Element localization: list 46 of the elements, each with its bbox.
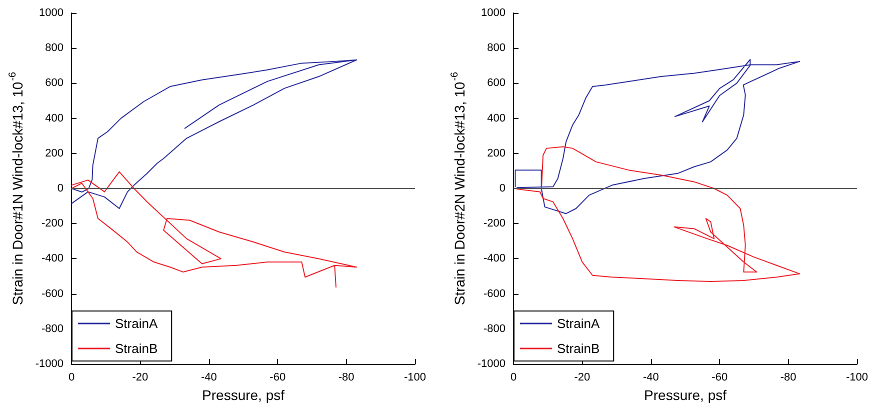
x-tick-label: -60 [270, 372, 286, 384]
y-tick-label: 600 [45, 77, 64, 90]
legend-label: StrainB [115, 341, 158, 356]
y-tick-label: -800 [484, 322, 506, 335]
x-tick-label: -100 [404, 372, 426, 384]
x-axis-title: Pressure, psf [202, 387, 285, 403]
y-axis-title: Strain in Door#1N Wind-lock#13, 10-6 [8, 71, 26, 306]
x-tick-label: -80 [780, 372, 796, 384]
y-tick-label: 200 [45, 147, 64, 160]
y-tick-label: -400 [42, 252, 64, 265]
y-tick-label: 200 [487, 147, 506, 160]
y-tick-label: 400 [45, 112, 64, 124]
y-tick-label: -1000 [35, 358, 64, 370]
y-tick-label: 0 [57, 182, 64, 194]
y-tick-label: 0 [499, 182, 506, 194]
x-tick-label: 0 [510, 372, 517, 384]
y-tick-label: -600 [42, 288, 64, 300]
line-series [516, 146, 800, 282]
x-tick-label: -40 [200, 372, 217, 384]
y-tick-label: -600 [484, 288, 506, 300]
line-series [71, 171, 358, 288]
y-tick-label: 1000 [39, 7, 64, 19]
y-tick-label: 400 [487, 112, 506, 124]
x-tick-label: -100 [846, 372, 868, 384]
y-axis-title: Strain in Door#2N Wind-lock#13, 10-6 [450, 71, 468, 306]
x-tick-label: -20 [132, 372, 148, 384]
y-tick-label: -400 [484, 252, 506, 265]
x-tick-label: -40 [642, 372, 659, 384]
y-tick-label: -800 [42, 322, 64, 335]
y-tick-label: -200 [484, 218, 506, 230]
y-tick-label: 600 [487, 77, 506, 90]
legend-label: StrainB [557, 341, 600, 356]
legend-label: StrainA [115, 316, 158, 331]
y-tick-label: -200 [42, 218, 64, 230]
x-axis-title: Pressure, psf [644, 387, 727, 403]
y-tick-label: 800 [487, 42, 506, 54]
line-series [514, 59, 800, 214]
legend-label: StrainA [557, 316, 600, 331]
x-tick-label: -60 [712, 372, 728, 384]
y-tick-label: 800 [45, 42, 64, 54]
line-series [71, 59, 358, 210]
x-tick-label: -20 [574, 372, 590, 384]
y-tick-label: 1000 [481, 7, 506, 19]
x-tick-label: 0 [68, 372, 75, 384]
x-tick-label: -80 [338, 372, 354, 384]
y-tick-label: -1000 [477, 358, 506, 370]
